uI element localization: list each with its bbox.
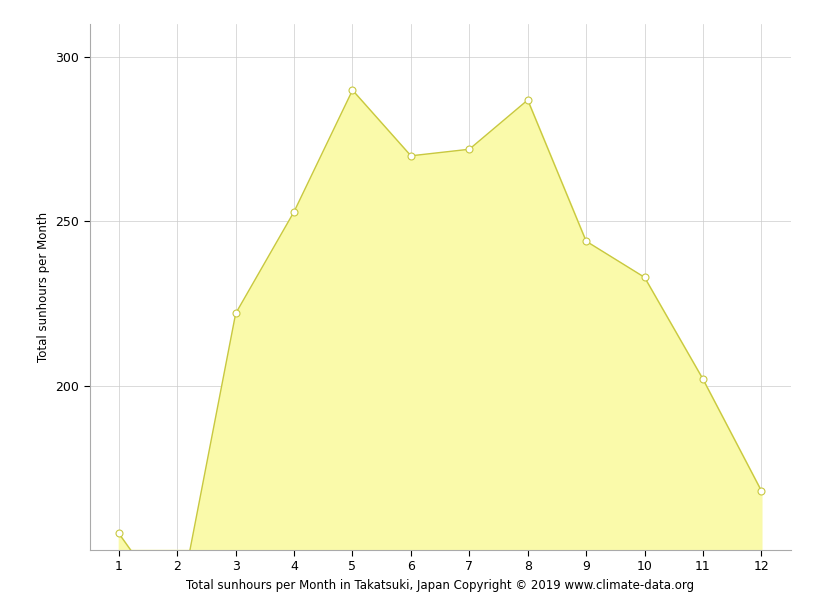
Point [288, 207, 301, 216]
Point [579, 236, 593, 246]
Point [463, 144, 476, 154]
Point [346, 86, 359, 95]
Point [112, 529, 126, 538]
Point [229, 309, 242, 318]
Point [755, 486, 768, 496]
X-axis label: Total sunhours per Month in Takatsuki, Japan Copyright © 2019 www.climate-data.o: Total sunhours per Month in Takatsuki, J… [186, 579, 694, 592]
Point [404, 151, 417, 161]
Point [522, 95, 535, 105]
Y-axis label: Total sunhours per Month: Total sunhours per Month [37, 212, 50, 362]
Point [638, 273, 651, 282]
Point [696, 375, 709, 384]
